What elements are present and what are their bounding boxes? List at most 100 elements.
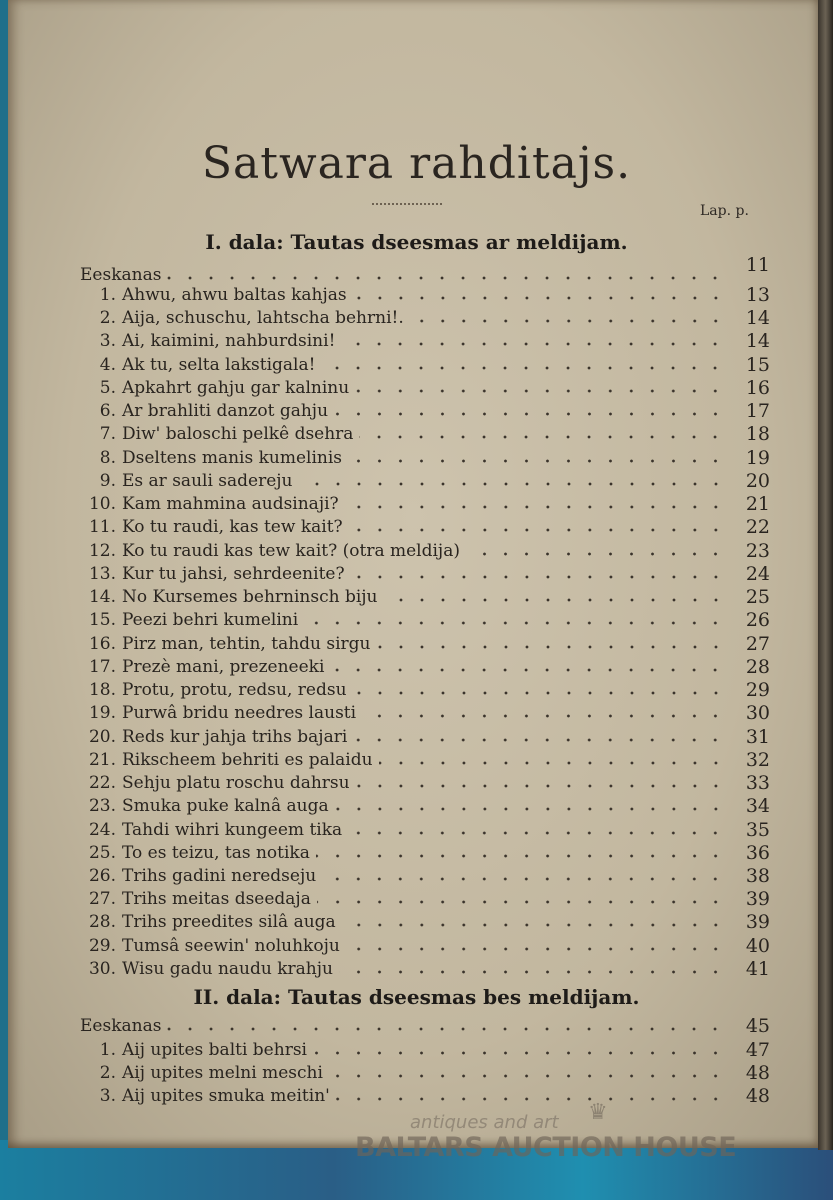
entry-page: 36 [745, 841, 770, 864]
dot-leader [348, 829, 726, 836]
entry-number: 30. [88, 958, 116, 979]
entry-page: 22 [745, 516, 770, 539]
entry-number: 9. [99, 470, 116, 491]
entry-title: Purwâ bridu needres lausti [122, 703, 357, 724]
toc-entry: 5. Apkahrt gahju gar kalninu 16 [70, 375, 770, 398]
dot-leader [348, 527, 726, 534]
toc-entry: 2. Aij upites melni meschi 48 [70, 1060, 770, 1083]
toc-entry: 15. Peezi behri kumelini 26 [70, 607, 770, 630]
toc-entry: 6. Ar brahliti danzot gahju 17 [70, 398, 770, 421]
dot-leader [330, 666, 726, 673]
entry-page: 48 [745, 1062, 770, 1085]
entry-number: 12. [88, 540, 116, 561]
toc-entry: 1. Aij upites balti behrsi 47 [70, 1037, 770, 1060]
entry-page: 18 [745, 423, 770, 446]
entry-title: No Kursemes behrninsch biju [122, 587, 378, 608]
entry-title: Kur tu jahsi, sehrdeenite? [122, 563, 345, 584]
toc-entry: 25. To es teizu, tas notika 36 [70, 840, 770, 863]
entry-title: Ai, kaimini, nahburdsini! [122, 331, 336, 352]
dot-leader [362, 713, 726, 720]
entry-title: Protu, protu, redsu, redsu [122, 680, 347, 701]
dot-leader [344, 504, 726, 511]
toc-entry: 27. Trihs meitas dseedaja 39 [70, 886, 770, 909]
dot-leader [383, 597, 726, 604]
entry-number: 21. [88, 749, 116, 770]
dot-leader [359, 434, 726, 441]
section-heading: I. dala: Tautas dseesmas ar meldijam. [205, 230, 628, 254]
entry-title: Aij upites balti behrsi [122, 1040, 307, 1060]
dot-leader [304, 620, 726, 627]
entry-title: Pirz man, tehtin, tahdu sirgu [122, 633, 371, 654]
entry-page: 24 [745, 562, 770, 585]
dot-leader [355, 387, 726, 394]
toc-entry: 10. Kam mahmina audsinaji? 21 [70, 491, 770, 514]
dot-leader [352, 690, 726, 697]
entry-title: Prezè mani, prezeneeki [122, 656, 325, 677]
entry-title: Ahwu, ahwu baltas kahjas [122, 285, 347, 305]
entry-title: Diw' baloschi pelkê dsehra [122, 424, 354, 445]
entry-title: Aija, schuschu, lahtscha behrni!. [122, 308, 404, 329]
dot-leader [341, 922, 726, 929]
toc-entry: 28. Trihs preedites silâ auga 39 [70, 909, 770, 932]
entry-title: Apkahrt gahju gar kalninu [122, 377, 350, 398]
dot-leader [315, 852, 726, 859]
entry-page: 13 [745, 284, 770, 306]
entry-title: Peezi behri kumelini [122, 610, 299, 631]
entry-title: Trihs preedites silâ auga [122, 912, 336, 933]
entry-page: 15 [745, 353, 770, 376]
entry-page: 38 [745, 865, 770, 887]
entry-title: Eeskanas [80, 1016, 162, 1036]
dot-leader [322, 876, 726, 882]
dot-leader [350, 573, 726, 580]
entry-number: 1. [99, 285, 116, 305]
entry-page: 39 [745, 888, 770, 911]
entry-page: 21 [745, 493, 770, 516]
entry-page: 19 [745, 446, 770, 469]
dot-leader [409, 318, 726, 325]
entry-page: 45 [745, 1015, 770, 1037]
entry-title: To es teizu, tas notika [122, 842, 310, 863]
dot-leader [335, 1096, 726, 1103]
entry-title: Es ar sauli sadereju [122, 470, 293, 491]
entry-number: 1. [99, 1040, 116, 1060]
entry-number: 14. [88, 587, 116, 608]
entry-title: Ko tu raudi, kas tew kait? [122, 517, 343, 538]
toc-entry: 4. Ak tu, selta lakstigala! 15 [70, 352, 770, 375]
toc-entry: 22. Sehju platu roschu dahrsu 33 [70, 770, 770, 793]
dot-leader [376, 643, 726, 650]
entry-number: 11. [88, 517, 116, 538]
entry-number: 23. [88, 796, 116, 817]
entry-page: 26 [745, 609, 770, 632]
dot-leader [298, 480, 726, 487]
dot-leader [348, 457, 726, 464]
toc-entry: 3. Ai, kaimini, nahburdsini! 14 [70, 328, 770, 351]
entry-page: 27 [745, 632, 770, 655]
entry-page: 33 [745, 772, 770, 795]
dot-leader [338, 968, 726, 975]
entry-title: Reds kur jahja trihs bajari [122, 726, 348, 747]
entry-number: 15. [88, 610, 116, 631]
dot-leader [465, 550, 726, 557]
dot-leader [321, 364, 726, 371]
entry-number: 3. [99, 331, 116, 352]
toc-entry: 7. Diw' baloschi pelkê dsehra 18 [70, 421, 770, 444]
entry-page: 31 [745, 725, 770, 748]
entry-number: 8. [99, 447, 116, 468]
section-heading: II. dala: Tautas dseesmas bes meldijam. [193, 985, 640, 1009]
book-edge [818, 0, 833, 1150]
toc-entry: 18. Protu, protu, redsu, redsu 29 [70, 677, 770, 700]
toc-entry: 26. Trihs gadini neredseju 38 [70, 863, 770, 886]
entry-page: 11 [745, 254, 770, 276]
dot-leader [334, 806, 726, 813]
entry-title: Tumsâ seewin' noluhkoju [122, 935, 340, 956]
entry-number: 25. [88, 842, 116, 863]
entry-number: 24. [88, 819, 116, 840]
toc-entry: 24. Tahdi wihri kungeem tika 35 [70, 817, 770, 840]
entry-title: Ar brahliti danzot gahju [122, 401, 329, 422]
entry-number: 5. [99, 377, 116, 398]
intro-row: Eeskanas 11 [74, 255, 770, 285]
entry-page: 32 [745, 748, 770, 771]
entry-number: 6. [99, 401, 116, 422]
entry-page: 23 [745, 539, 770, 562]
entry-title: Dseltens manis kumelinis [122, 447, 343, 468]
